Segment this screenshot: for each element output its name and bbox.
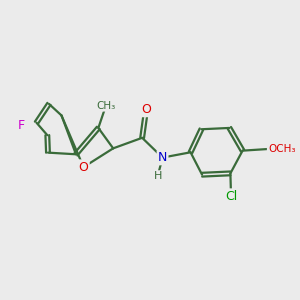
- Text: F: F: [17, 119, 25, 133]
- Text: Cl: Cl: [225, 190, 237, 202]
- Text: O: O: [79, 160, 88, 174]
- Text: N: N: [158, 151, 167, 164]
- Text: CH₃: CH₃: [96, 100, 116, 110]
- Text: O: O: [141, 103, 151, 116]
- Text: H: H: [153, 171, 162, 181]
- Text: OCH₃: OCH₃: [268, 144, 295, 154]
